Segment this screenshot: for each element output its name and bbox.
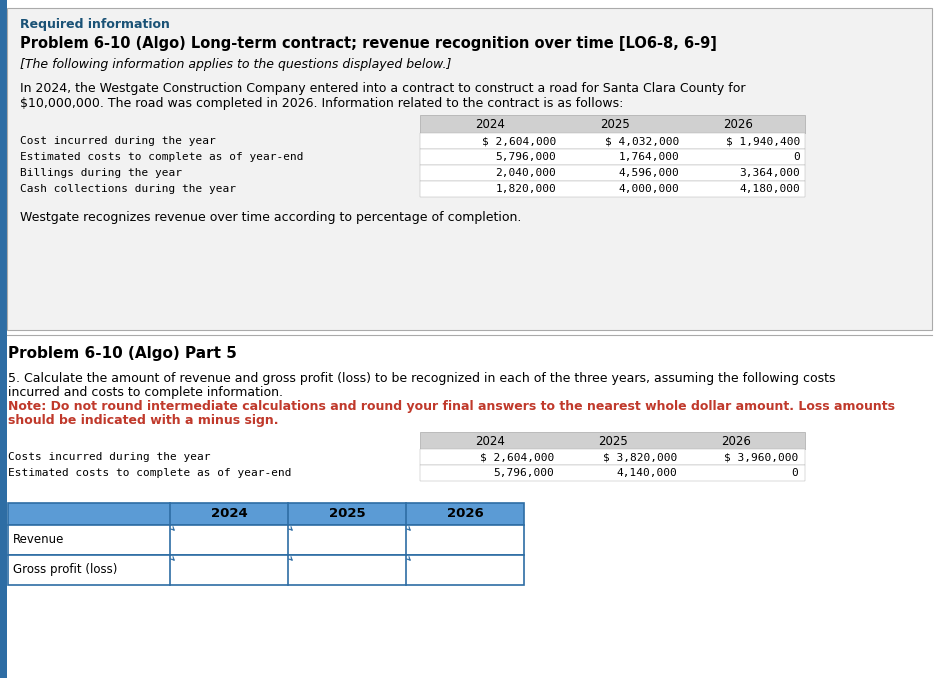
Text: 2,040,000: 2,040,000: [495, 168, 556, 178]
Text: Billings during the year: Billings during the year: [20, 168, 182, 178]
Bar: [420, 432, 805, 449]
Text: 5,796,000: 5,796,000: [495, 152, 556, 162]
Text: Estimated costs to complete as of year-end: Estimated costs to complete as of year-e…: [8, 468, 291, 478]
Text: 2026: 2026: [721, 435, 751, 448]
Text: Problem 6-10 (Algo) Long-term contract; revenue recognition over time [LO6-8, 6-: Problem 6-10 (Algo) Long-term contract; …: [20, 36, 716, 51]
Text: 5,796,000: 5,796,000: [493, 468, 554, 478]
Bar: [420, 465, 805, 481]
Bar: [420, 181, 805, 197]
Bar: [8, 525, 524, 555]
Text: should be indicated with a minus sign.: should be indicated with a minus sign.: [8, 414, 279, 427]
Bar: [7, 8, 932, 330]
Text: 2024: 2024: [475, 435, 505, 448]
Text: $ 3,960,000: $ 3,960,000: [724, 452, 798, 462]
Text: 2025: 2025: [598, 435, 628, 448]
Text: $ 4,032,000: $ 4,032,000: [605, 136, 679, 146]
Text: $ 1,940,400: $ 1,940,400: [726, 136, 800, 146]
Text: 3,364,000: 3,364,000: [739, 168, 800, 178]
Text: 4,180,000: 4,180,000: [739, 184, 800, 194]
Text: 2026: 2026: [447, 507, 484, 520]
Text: 5. Calculate the amount of revenue and gross profit (loss) to be recognized in e: 5. Calculate the amount of revenue and g…: [8, 372, 836, 385]
Text: [The following information applies to the questions displayed below.]: [The following information applies to th…: [20, 58, 452, 71]
Text: 2026: 2026: [723, 118, 753, 131]
Bar: [0, 0, 7, 678]
Text: 4,140,000: 4,140,000: [616, 468, 677, 478]
Bar: [420, 115, 805, 133]
Text: Estimated costs to complete as of year-end: Estimated costs to complete as of year-e…: [20, 152, 303, 162]
Text: In 2024, the Westgate Construction Company entered into a contract to construct : In 2024, the Westgate Construction Compa…: [20, 82, 746, 95]
Text: 2025: 2025: [329, 507, 365, 520]
Text: 2024: 2024: [475, 118, 505, 131]
Bar: [420, 133, 805, 149]
Bar: [420, 449, 805, 465]
Text: $10,000,000. The road was completed in 2026. Information related to the contract: $10,000,000. The road was completed in 2…: [20, 97, 623, 110]
Text: incurred and costs to complete information.: incurred and costs to complete informati…: [8, 386, 283, 399]
Text: Revenue: Revenue: [13, 533, 65, 546]
Text: 4,000,000: 4,000,000: [618, 184, 679, 194]
Text: Cost incurred during the year: Cost incurred during the year: [20, 136, 216, 146]
Bar: [8, 555, 524, 585]
Text: $ 2,604,000: $ 2,604,000: [480, 452, 554, 462]
Text: Costs incurred during the year: Costs incurred during the year: [8, 452, 210, 462]
Text: 4,596,000: 4,596,000: [618, 168, 679, 178]
Text: Cash collections during the year: Cash collections during the year: [20, 184, 236, 194]
Text: 2024: 2024: [210, 507, 247, 520]
Text: 0: 0: [792, 468, 798, 478]
Text: Problem 6-10 (Algo) Part 5: Problem 6-10 (Algo) Part 5: [8, 346, 237, 361]
Bar: [420, 149, 805, 165]
Bar: [420, 165, 805, 181]
Text: $ 3,820,000: $ 3,820,000: [603, 452, 677, 462]
Text: 2025: 2025: [600, 118, 630, 131]
Text: 1,820,000: 1,820,000: [495, 184, 556, 194]
Text: 1,764,000: 1,764,000: [618, 152, 679, 162]
Text: Note: Do not round intermediate calculations and round your final answers to the: Note: Do not round intermediate calculat…: [8, 400, 895, 413]
Text: Gross profit (loss): Gross profit (loss): [13, 563, 117, 576]
Bar: [8, 503, 524, 525]
Text: $ 2,604,000: $ 2,604,000: [482, 136, 556, 146]
Text: 0: 0: [793, 152, 800, 162]
Text: Westgate recognizes revenue over time according to percentage of completion.: Westgate recognizes revenue over time ac…: [20, 211, 521, 224]
Text: Required information: Required information: [20, 18, 170, 31]
